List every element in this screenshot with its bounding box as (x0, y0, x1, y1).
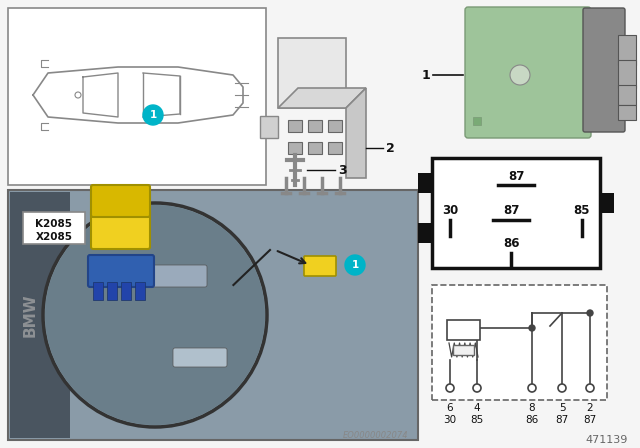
Bar (278, 38, 346, 108)
Bar (8, 8, 266, 185)
Text: BMW: BMW (22, 293, 38, 337)
Circle shape (529, 325, 535, 331)
Text: 8: 8 (529, 403, 535, 413)
Bar (453, 345, 474, 355)
Bar (288, 120, 302, 132)
Circle shape (586, 384, 594, 392)
Text: 85: 85 (573, 203, 590, 216)
Bar (260, 116, 278, 138)
Text: 30: 30 (444, 415, 456, 425)
FancyBboxPatch shape (465, 7, 591, 138)
Bar (618, 105, 636, 120)
FancyBboxPatch shape (103, 265, 207, 287)
FancyBboxPatch shape (88, 255, 154, 287)
Text: 85: 85 (470, 415, 484, 425)
Text: 2: 2 (386, 142, 395, 155)
Bar (121, 282, 131, 300)
Text: 4: 4 (474, 403, 480, 413)
Text: 6: 6 (447, 403, 453, 413)
Circle shape (446, 384, 454, 392)
Text: 87: 87 (508, 169, 524, 182)
Bar (618, 35, 636, 65)
Text: 87: 87 (584, 415, 596, 425)
Bar (107, 282, 117, 300)
FancyBboxPatch shape (91, 185, 150, 217)
Text: 1: 1 (149, 110, 157, 120)
Text: 471139: 471139 (586, 435, 628, 445)
Circle shape (345, 255, 365, 275)
Bar (447, 320, 480, 340)
Circle shape (45, 205, 265, 425)
Bar (8, 190, 418, 440)
Bar (328, 120, 342, 132)
Text: 1: 1 (351, 260, 358, 270)
Bar (432, 158, 600, 268)
Bar (418, 223, 432, 243)
Circle shape (558, 384, 566, 392)
Circle shape (528, 384, 536, 392)
Circle shape (587, 310, 593, 316)
Bar (432, 285, 607, 400)
Bar (618, 60, 636, 88)
Text: EO0000002074: EO0000002074 (342, 431, 408, 439)
Text: X2085: X2085 (35, 232, 72, 242)
Text: 30: 30 (442, 203, 458, 216)
FancyBboxPatch shape (173, 348, 227, 367)
FancyBboxPatch shape (304, 256, 336, 276)
Bar (93, 282, 103, 300)
Bar (600, 193, 614, 213)
Bar (308, 120, 322, 132)
Circle shape (43, 203, 267, 427)
Bar (618, 85, 636, 105)
Bar (288, 142, 302, 154)
Circle shape (143, 105, 163, 125)
Text: 87: 87 (556, 415, 568, 425)
FancyBboxPatch shape (583, 8, 625, 132)
Circle shape (510, 65, 530, 85)
Circle shape (473, 384, 481, 392)
Bar (473, 117, 481, 125)
Text: 3: 3 (338, 164, 347, 177)
Text: 5: 5 (559, 403, 565, 413)
Polygon shape (278, 88, 366, 108)
Bar (135, 282, 145, 300)
Bar (328, 142, 342, 154)
Text: K2085: K2085 (35, 219, 72, 229)
Bar (23, 212, 85, 244)
Text: 86: 86 (525, 415, 539, 425)
Text: 87: 87 (503, 203, 519, 216)
Bar (10, 192, 70, 438)
Circle shape (75, 92, 81, 98)
Text: 86: 86 (503, 237, 519, 250)
Bar (308, 142, 322, 154)
Text: 1: 1 (421, 69, 430, 82)
FancyBboxPatch shape (91, 210, 150, 249)
Text: 2: 2 (587, 403, 593, 413)
Bar (418, 173, 432, 193)
Polygon shape (346, 88, 366, 178)
